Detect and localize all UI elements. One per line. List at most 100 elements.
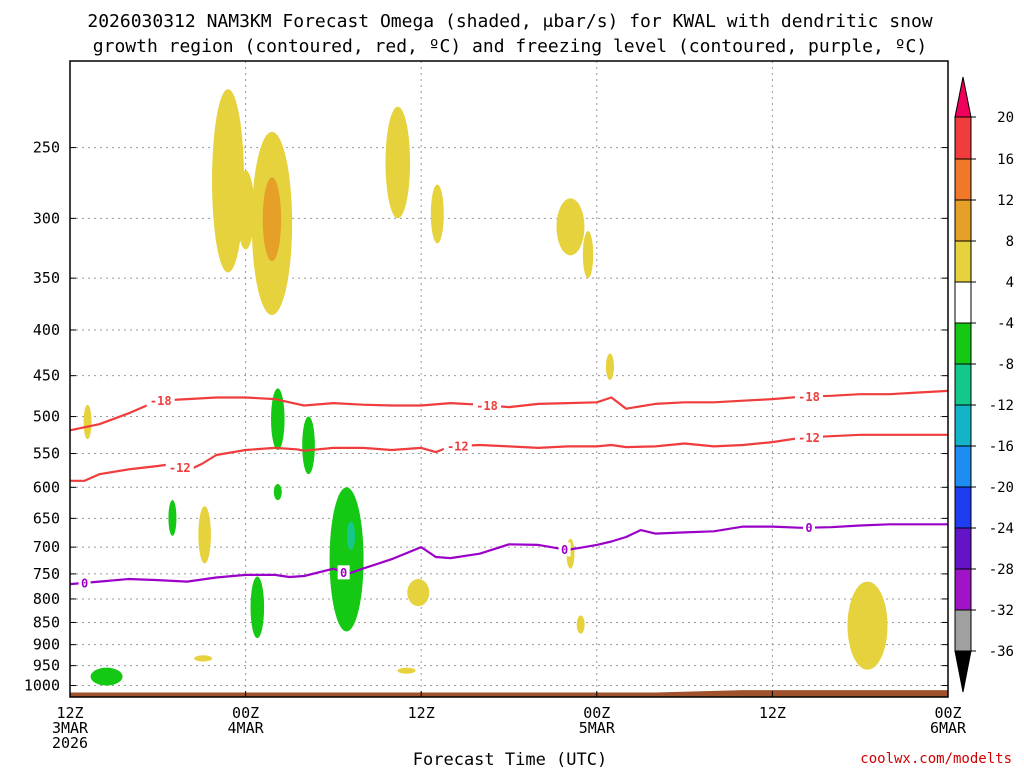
colorbar-label: -28 bbox=[989, 562, 1014, 578]
contour-label-bg bbox=[146, 393, 175, 408]
colorbar-label: -36 bbox=[989, 644, 1014, 660]
shade-upper-g bbox=[582, 231, 594, 279]
shade-low-e bbox=[407, 579, 430, 607]
colorbar-swatch bbox=[954, 158, 972, 201]
shade-low-a bbox=[168, 500, 177, 536]
x-tick-label: 12Z bbox=[759, 704, 786, 722]
contour-label-dgz_minus12: -12 bbox=[169, 461, 191, 475]
contour-label-bg bbox=[165, 460, 194, 475]
colorbar-label: -32 bbox=[989, 603, 1014, 619]
colorbar-swatch bbox=[954, 527, 972, 570]
colorbar-label: -4 bbox=[997, 316, 1014, 332]
contour-label-bg bbox=[794, 389, 823, 404]
colorbar-label: 16 bbox=[997, 152, 1014, 168]
chart-subtitle: growth region (contoured, red, ºC) and f… bbox=[93, 36, 927, 57]
y-tick-label: 450 bbox=[33, 367, 60, 385]
contour-label-bg bbox=[558, 542, 571, 557]
colorbar-label: -24 bbox=[989, 521, 1014, 537]
x-tick-label: 00Z bbox=[583, 704, 610, 722]
chart-title: 2026030312 NAM3KM Forecast Omega (shaded… bbox=[87, 11, 932, 32]
contour-line-dgz_minus18 bbox=[69, 389, 949, 432]
contour-label-bg bbox=[443, 439, 472, 454]
colorbar-swatch bbox=[954, 116, 972, 160]
shade-low-k bbox=[847, 581, 888, 670]
y-axis: 250 300 350 400 450 500 550 600 650 700 750 800 850 9… bbox=[24, 139, 948, 695]
colorbar-label: 12 bbox=[997, 193, 1014, 209]
y-tick-label: 600 bbox=[33, 478, 60, 496]
shade-mid-e bbox=[273, 484, 282, 501]
contour-line-freezing_level bbox=[69, 523, 948, 586]
shade-mid-d bbox=[302, 416, 315, 475]
shade-low-d bbox=[250, 576, 265, 639]
shade-mid-c bbox=[271, 388, 285, 451]
shade-core-c bbox=[262, 177, 282, 262]
colorbar-label: -12 bbox=[989, 398, 1014, 414]
contour-label-bg bbox=[802, 520, 815, 535]
shade-mid-b bbox=[83, 404, 92, 440]
contour-label-bg bbox=[78, 575, 91, 590]
y-tick-label: 800 bbox=[33, 590, 60, 608]
colorbar-swatch bbox=[954, 322, 972, 365]
y-tick-label: 500 bbox=[33, 408, 60, 426]
y-tick-label: 700 bbox=[33, 538, 60, 556]
colorbar: 20 16 12 8 4 -4 -8 -12 -16 -20 -24 -28 -32 -36 bbox=[954, 76, 1014, 693]
shade-low-j bbox=[397, 667, 416, 674]
colorbar-label: 20 bbox=[997, 110, 1014, 126]
colorbar-swatch bbox=[954, 281, 972, 324]
x-tick-label: 12Z bbox=[56, 704, 83, 722]
omega-shading-layer bbox=[83, 89, 888, 686]
contour-label-bg bbox=[337, 565, 350, 580]
shade-low-i bbox=[194, 655, 213, 662]
contour-label-bg bbox=[473, 398, 502, 413]
colorbar-swatch bbox=[954, 568, 972, 611]
colorbar-label: 4 bbox=[1006, 275, 1014, 291]
y-tick-label: 400 bbox=[33, 321, 60, 339]
shade-low-g bbox=[576, 615, 585, 634]
contour-label-dgz_minus18: -18 bbox=[150, 394, 172, 408]
contour-label-freezing_level: 0 bbox=[81, 576, 88, 590]
y-tick-label: 300 bbox=[33, 209, 60, 227]
x-tick-label: 00Z bbox=[934, 704, 961, 722]
colorbar-swatch bbox=[954, 445, 972, 488]
contour-label-dgz_minus12: -12 bbox=[798, 431, 820, 445]
contour-label-freezing_level: 0 bbox=[561, 543, 568, 557]
colorbar-swatch bbox=[954, 609, 972, 652]
x-tick-label: 00Z bbox=[232, 704, 259, 722]
colorbar-swatch bbox=[954, 240, 972, 283]
contour-label-bg bbox=[794, 430, 823, 445]
colorbar-swatch bbox=[954, 199, 972, 242]
shade-upper-b bbox=[236, 170, 255, 250]
contour-label-dgz_minus18: -18 bbox=[476, 399, 498, 413]
y-tick-label: 850 bbox=[33, 613, 60, 631]
colorbar-swatch bbox=[954, 404, 972, 447]
x-tick-label: 6MAR bbox=[930, 719, 967, 737]
colorbar-label: 8 bbox=[1006, 234, 1014, 250]
contour-label-dgz_minus12: -12 bbox=[447, 440, 469, 454]
shade-core-low-c bbox=[346, 521, 355, 550]
colorbar-swatch bbox=[954, 486, 972, 529]
colorbar-swatch bbox=[954, 363, 972, 406]
x-tick-label: 2026 bbox=[52, 734, 88, 752]
shade-upper-e bbox=[430, 184, 444, 244]
x-axis-title: Forecast Time (UTC) bbox=[413, 750, 607, 768]
y-tick-label: 900 bbox=[33, 636, 60, 654]
x-tick-label: 5MAR bbox=[579, 719, 616, 737]
y-tick-label: 750 bbox=[33, 565, 60, 583]
x-tick-label: 12Z bbox=[408, 704, 435, 722]
contour-layer: -18 -18 -18 -12 -12 -12 0 0 0 0 bbox=[69, 389, 949, 590]
y-tick-label: 550 bbox=[33, 445, 60, 463]
contour-label-freezing_level: 0 bbox=[340, 566, 347, 580]
colorbar-label: -20 bbox=[989, 480, 1014, 496]
y-tick-label: 350 bbox=[33, 269, 60, 287]
x-tick-label: 3MAR bbox=[52, 719, 89, 737]
shade-mid-a bbox=[605, 353, 614, 380]
shade-upper-f bbox=[556, 198, 585, 256]
grid-layer bbox=[70, 61, 948, 697]
y-tick-label: 1000 bbox=[24, 677, 60, 695]
colorbar-label: -8 bbox=[997, 357, 1014, 373]
plot-frame bbox=[69, 60, 949, 698]
terrain-layer bbox=[70, 690, 948, 697]
shade-low-h bbox=[90, 667, 123, 686]
